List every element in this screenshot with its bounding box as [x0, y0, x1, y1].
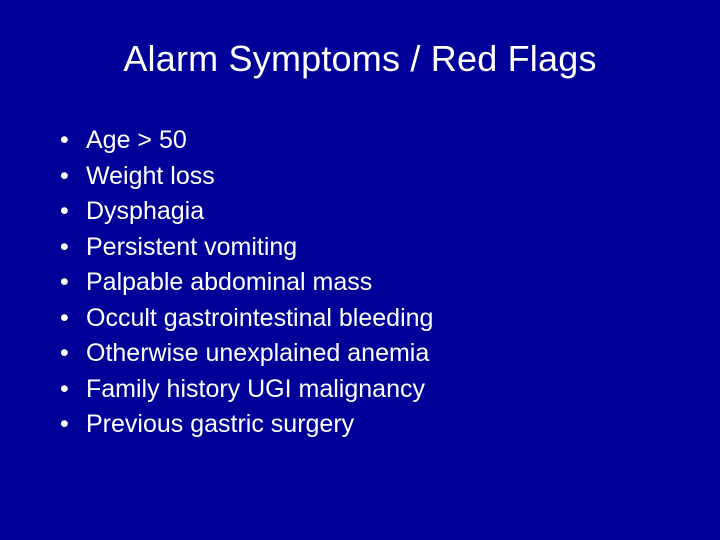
list-item-text: Age > 50	[86, 124, 664, 158]
bullet-icon: •	[60, 231, 86, 265]
bullet-list: • Age > 50 • Weight loss • Dysphagia • P…	[60, 124, 664, 442]
bullet-icon: •	[60, 337, 86, 371]
list-item-text: Previous gastric surgery	[86, 408, 664, 442]
list-item: • Previous gastric surgery	[60, 408, 664, 442]
bullet-icon: •	[60, 373, 86, 407]
list-item-text: Persistent vomiting	[86, 231, 664, 265]
list-item: • Family history UGI malignancy	[60, 373, 664, 407]
bullet-icon: •	[60, 266, 86, 300]
list-item: • Occult gastrointestinal bleeding	[60, 302, 664, 336]
bullet-icon: •	[60, 408, 86, 442]
list-item: • Dysphagia	[60, 195, 664, 229]
list-item-text: Weight loss	[86, 160, 664, 194]
list-item: • Weight loss	[60, 160, 664, 194]
slide-title: Alarm Symptoms / Red Flags	[56, 38, 664, 80]
bullet-icon: •	[60, 195, 86, 229]
list-item-text: Occult gastrointestinal bleeding	[86, 302, 664, 336]
bullet-icon: •	[60, 160, 86, 194]
list-item-text: Family history UGI malignancy	[86, 373, 664, 407]
bullet-icon: •	[60, 302, 86, 336]
list-item: • Persistent vomiting	[60, 231, 664, 265]
list-item-text: Palpable abdominal mass	[86, 266, 664, 300]
list-item-text: Otherwise unexplained anemia	[86, 337, 664, 371]
slide: Alarm Symptoms / Red Flags • Age > 50 • …	[0, 0, 720, 540]
list-item-text: Dysphagia	[86, 195, 664, 229]
list-item: • Palpable abdominal mass	[60, 266, 664, 300]
bullet-icon: •	[60, 124, 86, 158]
list-item: • Otherwise unexplained anemia	[60, 337, 664, 371]
list-item: • Age > 50	[60, 124, 664, 158]
